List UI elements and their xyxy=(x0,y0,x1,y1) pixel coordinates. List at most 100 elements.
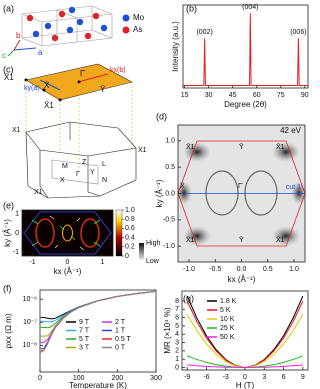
atoms xyxy=(26,6,108,42)
series-line xyxy=(187,364,303,369)
axis-label: a xyxy=(38,48,43,57)
axis-arrows xyxy=(7,39,37,57)
series-line xyxy=(40,290,157,337)
x-axis-label: Temperature (K) xyxy=(69,381,127,389)
bz-label: X̄1 xyxy=(44,101,54,110)
y-tick-label: 0.0 xyxy=(165,190,175,197)
y-tick-label: 5 xyxy=(175,323,179,330)
point-label: X̄1 xyxy=(186,143,195,151)
y-tick-label: 7 xyxy=(175,306,179,313)
plot-frame xyxy=(181,290,309,371)
x-tick-label: 45 xyxy=(229,92,237,99)
x-axis-label: kx (Å⁻¹) xyxy=(54,267,82,276)
point-label: X̄ xyxy=(180,182,185,190)
series-line xyxy=(40,290,157,350)
plot-frame xyxy=(182,4,309,89)
x-tick-label: 15 xyxy=(181,92,189,99)
bz-label: Γ xyxy=(76,171,80,178)
y-axis-label: ρxx (Ω m) xyxy=(4,313,13,348)
bulk-bz xyxy=(25,121,137,199)
legend-label: 5 T xyxy=(79,336,90,343)
map-title: 42 eV xyxy=(280,126,302,135)
x-tick-label: 0 xyxy=(38,375,42,382)
y-tick-label: -1.0 xyxy=(163,243,175,250)
y-tick-label: 2 xyxy=(175,348,179,355)
x-tick-label: -1.0 xyxy=(183,266,195,273)
bz-label: X1 xyxy=(12,127,21,134)
panel-label: (e) xyxy=(3,200,14,210)
x-tick-label: 100 xyxy=(73,375,85,382)
arpes-map xyxy=(176,125,307,262)
bz-label: Γ̄ xyxy=(80,69,86,78)
x-tick-label: 75 xyxy=(277,92,285,99)
point-label: X̄1 xyxy=(276,143,285,151)
x-tick-label: 60 xyxy=(253,92,261,99)
x-tick-label: 0.5 xyxy=(263,266,273,273)
legend-label: 50 K xyxy=(220,334,235,341)
x-tick-label: 6 xyxy=(282,374,286,381)
y-tick-label: 8 xyxy=(175,298,179,305)
legend-label: 10 K xyxy=(220,316,235,323)
series-line xyxy=(40,290,157,320)
y-tick-label: 4 xyxy=(175,331,179,338)
point-label: X̄1 xyxy=(276,236,285,244)
crystal-structure xyxy=(21,5,113,47)
legend-label: 25 K xyxy=(220,325,235,332)
y-tick-label: 1 xyxy=(15,211,19,218)
plot-frame xyxy=(39,289,157,373)
y-tick-label: 6 xyxy=(175,314,179,321)
series-line xyxy=(40,290,157,353)
bz-label: X1 xyxy=(138,147,147,154)
x-tick-label: 1 xyxy=(101,259,105,266)
bz-label: X xyxy=(60,177,65,184)
colorbar-tick-label: 0.2 xyxy=(125,244,135,251)
x-tick-label: -0.5 xyxy=(209,266,221,273)
bz-label: X̄1 xyxy=(4,73,14,82)
bz-label: Z xyxy=(82,159,87,166)
colorbar-tick-label: 1.0 xyxy=(125,207,135,214)
panel-label: (a) xyxy=(3,3,14,13)
panel-label: (c) xyxy=(3,64,14,74)
series-line xyxy=(186,355,304,369)
x-axis-label: H (T) xyxy=(236,381,255,389)
legend-label: 9 T xyxy=(79,319,90,326)
bz-label: X̄ xyxy=(44,81,50,90)
legend-label: 1 T xyxy=(115,327,126,334)
legend-label: 3 T xyxy=(79,344,90,351)
y-tick-label: 10⁻⁷ xyxy=(23,319,37,326)
axis-label: b xyxy=(16,31,21,40)
colorbar-tick-label: 0.4 xyxy=(125,234,135,241)
legend-label: 2 T xyxy=(115,319,126,326)
y-axis-label: ky (Å⁻¹) xyxy=(3,219,12,247)
y-tick-label: 0 xyxy=(175,364,179,371)
legend-label: 0.5 T xyxy=(115,336,132,343)
x-tick-label: 90 xyxy=(301,92,309,99)
x-tick-label: 300 xyxy=(150,375,162,382)
legend-label: 0 T xyxy=(115,344,126,351)
peak-label: (006) xyxy=(290,29,306,36)
series-line xyxy=(186,314,304,369)
y-tick-label: 0 xyxy=(15,230,19,237)
panel-label: (b) xyxy=(186,3,197,13)
x-axis-label: Degree (2θ) xyxy=(224,100,267,109)
legend-label: 5 K xyxy=(220,307,231,314)
y-tick-label: 1.0 xyxy=(165,138,175,145)
x-tick-label: 3 xyxy=(262,374,266,381)
bz-label: M xyxy=(62,163,68,170)
bz-label: L xyxy=(102,161,106,168)
bz-label: kx(b) xyxy=(110,67,126,74)
point-label: Ȳ xyxy=(239,143,244,151)
legend-swatch xyxy=(122,14,130,22)
bz-label: X1 xyxy=(34,189,43,196)
peak-label: (004) xyxy=(242,4,258,11)
x-tick-label: 9 xyxy=(301,374,305,381)
x-tick-label: 0 xyxy=(243,374,247,381)
colorbar-tick-label: 0 xyxy=(125,253,129,260)
scale-label: High xyxy=(146,240,161,247)
legend-label: Mo xyxy=(133,13,145,22)
x-tick-label: -6 xyxy=(203,374,209,381)
projection-lines xyxy=(25,80,133,170)
y-tick-label: -0.5 xyxy=(163,217,175,224)
point-label: X̄1 xyxy=(186,236,195,244)
y-tick-label: 1 xyxy=(175,356,179,363)
